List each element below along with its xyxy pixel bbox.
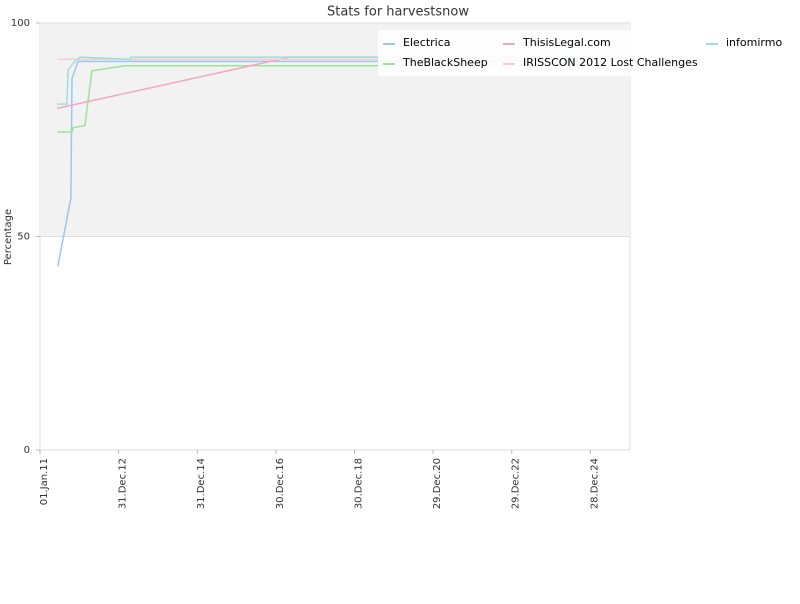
legend-box	[378, 30, 800, 76]
legend-label: ThisisLegal.com	[522, 36, 611, 49]
chart-title: Stats for harvestsnow	[327, 5, 469, 20]
x-tick-label: 29.Dec.22	[511, 458, 522, 509]
legend-label: IRISSCON 2012 Lost Challenges	[523, 56, 698, 69]
legend: Electrica TheBlackSheep ThisisLegal.com IRI…	[378, 30, 800, 76]
y-axis-label: Percentage	[3, 209, 14, 265]
y-tick-label: 0	[24, 445, 30, 456]
x-tick-label: 28.Dec.24	[589, 458, 600, 509]
legend-label: TheBlackSheep	[402, 56, 488, 69]
x-tick-label: 31.Dec.14	[196, 458, 207, 509]
x-tick-label: 29.Dec.20	[432, 458, 443, 509]
series-line	[57, 64, 598, 133]
y-tick-label: 50	[17, 232, 30, 243]
x-tick-label: 31.Dec.12	[118, 458, 129, 509]
y-tick-label: 100	[11, 18, 30, 29]
series-line	[57, 60, 598, 267]
x-tick-label: 30.Dec.18	[353, 458, 364, 509]
legend-label: Electrica	[403, 36, 451, 49]
x-tick-label: 30.Dec.16	[275, 458, 286, 509]
x-tick-label: 01.Jan.11	[39, 458, 50, 505]
series-line	[57, 56, 598, 105]
legend-label: infomirmo	[726, 36, 782, 49]
